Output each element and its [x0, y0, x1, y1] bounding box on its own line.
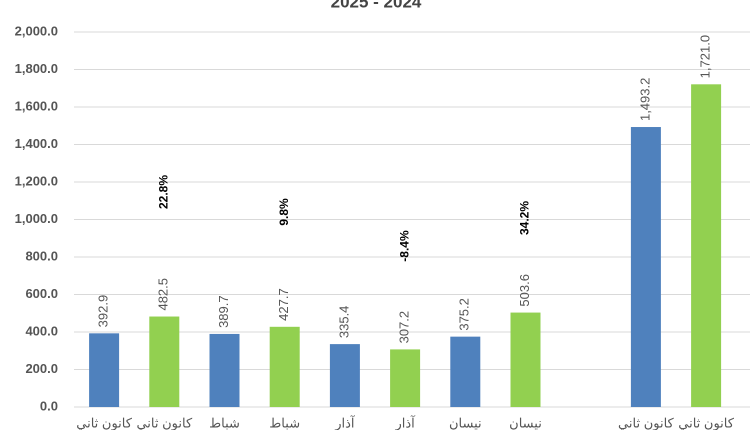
y-tick-label: 800.0: [25, 248, 58, 263]
bar: [450, 336, 481, 407]
y-tick-label: 0.0: [40, 398, 58, 413]
value-label: 392.9: [96, 295, 111, 328]
x-tick-label: نيسان: [449, 415, 482, 430]
x-tick-label: كانون ثاني: [618, 415, 674, 430]
x-tick-label: كانون ثاني: [76, 415, 132, 430]
value-label: 503.6: [517, 274, 532, 307]
value-label: 389.7: [216, 295, 231, 328]
bar: [691, 84, 722, 407]
bar: [269, 326, 300, 407]
x-tick-label: آذار: [334, 414, 356, 430]
value-label: 335.4: [336, 306, 351, 339]
x-tick-label: كانون ثاني: [678, 415, 734, 430]
y-tick-label: 2,000.0: [15, 23, 58, 38]
chart-title: 2025 - 2024: [331, 0, 422, 11]
bar: [630, 127, 661, 408]
annotation: -8.4%: [397, 230, 411, 262]
y-tick-label: 200.0: [25, 361, 58, 376]
y-tick-label: 600.0: [25, 286, 58, 301]
annotation: 9.8%: [277, 198, 291, 226]
value-label: 1,721.0: [698, 35, 713, 78]
y-tick-label: 1,400.0: [15, 136, 58, 151]
x-tick-label: شباط: [269, 415, 300, 430]
value-label: 1,493.2: [637, 78, 652, 121]
bar: [209, 333, 240, 407]
bar: [329, 344, 360, 407]
y-tick-label: 1,800.0: [15, 61, 58, 76]
annotation: 22.8%: [156, 175, 170, 209]
y-tick-label: 1,200.0: [15, 173, 58, 188]
bar: [390, 349, 421, 407]
x-tick-label: آذار: [394, 414, 416, 430]
y-tick-label: 1,600.0: [15, 98, 58, 113]
y-tick-label: 400.0: [25, 323, 58, 338]
bar: [89, 333, 120, 407]
y-tick-label: 1,000.0: [15, 211, 58, 226]
x-tick-label: شباط: [209, 415, 240, 430]
annotation: 34.2%: [518, 201, 532, 235]
x-tick-label: كانون ثاني: [136, 415, 192, 430]
value-label: 482.5: [156, 278, 171, 311]
value-label: 427.7: [276, 288, 291, 321]
value-label: 307.2: [397, 311, 412, 344]
bar: [510, 312, 541, 407]
bar: [149, 316, 180, 407]
value-label: 375.2: [457, 298, 472, 331]
x-tick-label: نيسان: [509, 415, 542, 430]
